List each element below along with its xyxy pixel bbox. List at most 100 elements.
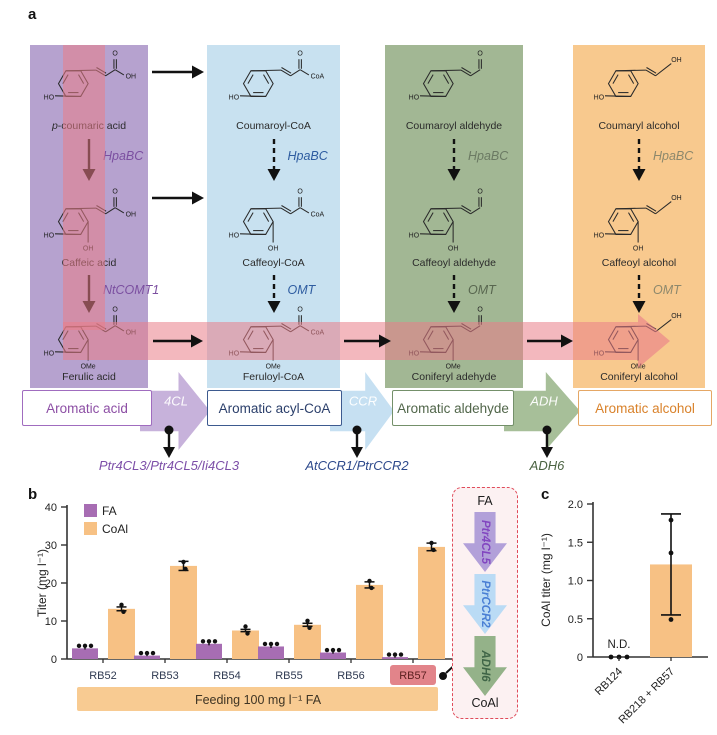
svg-text:OMe: OMe xyxy=(81,363,96,370)
svg-text:HO: HO xyxy=(44,232,55,239)
svg-text:O: O xyxy=(477,189,483,196)
x-category-label: RB53 xyxy=(151,670,179,682)
gene-label-3: ADH6 xyxy=(529,458,565,473)
enzyme-label: HpaBC xyxy=(103,149,144,163)
reaction-arrow-holder xyxy=(444,137,464,186)
step-arrow-label: 4CL xyxy=(164,393,188,409)
structure-holder: O HO OH xyxy=(398,185,510,258)
svg-text:0: 0 xyxy=(51,654,57,666)
chemical-structure: O HO OH xyxy=(409,189,484,253)
titer-bar-chart: 0 10 20 30 40 Titer (mg l⁻¹) FA CoAl RB52 RB53 RB5… xyxy=(35,502,463,711)
x-category-label: RB124 xyxy=(593,666,625,698)
svg-text:OH: OH xyxy=(126,211,136,218)
svg-text:2.0: 2.0 xyxy=(568,499,583,511)
svg-text:HO: HO xyxy=(228,232,239,239)
reaction-arrow-holder xyxy=(629,137,649,186)
reaction-arrow-holder xyxy=(629,273,649,318)
x-category-label: RB56 xyxy=(337,670,365,682)
inset-arrow-ptrccr2: PtrCCR2 xyxy=(463,574,507,634)
inset-arrow-label: ADH6 xyxy=(479,650,491,682)
svg-text:O: O xyxy=(297,307,303,314)
svg-text:CoA: CoA xyxy=(310,211,324,218)
svg-text:OMe: OMe xyxy=(446,363,461,370)
chemical-structure: O CoA HO xyxy=(228,51,324,102)
svg-text:O: O xyxy=(112,307,118,314)
dashed-down-arrow xyxy=(632,139,646,181)
svg-text:OH: OH xyxy=(267,245,277,252)
structure-holder: O CoA HO xyxy=(218,47,330,120)
compound-label: Caffeoyl alcohol xyxy=(601,257,677,269)
legend-label-FA: FA xyxy=(102,504,117,518)
y-axis-title: CoAl titer (mg l⁻¹) xyxy=(539,533,553,627)
class-box-2: Aromatic acyl-CoA xyxy=(207,390,342,426)
inset-substrate-label: FA xyxy=(477,494,493,508)
pathway-highlight-horizontal-band xyxy=(63,322,638,360)
compound-label: Coumaroyl aldehyde xyxy=(405,120,503,132)
svg-text:30: 30 xyxy=(45,540,57,552)
compound-label: Coniferyl alcohol xyxy=(600,371,678,383)
svg-text:OH: OH xyxy=(671,57,681,64)
coal-titer-bar-chart: 0 0.5 1.0 1.5 2.0 CoAl titer (mg l⁻¹) N.D. RB12… xyxy=(539,499,708,727)
panel-c-label: c xyxy=(541,486,550,503)
svg-text:CoA: CoA xyxy=(310,73,324,80)
x-category-label: RB52 xyxy=(89,670,117,682)
reaction-arrow-holder xyxy=(444,273,464,318)
enzyme-label: HpaBC xyxy=(287,149,328,163)
chemical-structure: O CoA HO OH xyxy=(228,189,324,253)
class-box-3: Aromatic aldehyde xyxy=(392,390,514,426)
x-category-label: RB55 xyxy=(275,670,303,682)
svg-text:OH: OH xyxy=(671,313,681,320)
y-axis-title: Titer (mg l⁻¹) xyxy=(35,549,49,617)
compound-label: Coumaroyl-CoA xyxy=(236,120,311,132)
pathway-column-alcohol: OH HO Coumaryl alcohol OH HO OH Caffeoyl alcoh… xyxy=(573,45,705,388)
svg-text:HO: HO xyxy=(409,232,420,239)
svg-text:O: O xyxy=(297,51,303,58)
compound-label: Feruloyl-CoA xyxy=(242,371,305,383)
svg-text:O: O xyxy=(297,189,303,196)
svg-text:OH: OH xyxy=(448,245,458,252)
svg-text:40: 40 xyxy=(45,502,57,514)
dashed-down-arrow xyxy=(267,139,280,181)
svg-text:0: 0 xyxy=(577,652,583,664)
reaction-arrow-holder xyxy=(264,137,284,186)
svg-text:O: O xyxy=(477,51,483,58)
svg-text:OH: OH xyxy=(633,245,643,252)
svg-text:OMe: OMe xyxy=(265,363,280,370)
svg-text:HO: HO xyxy=(594,232,605,239)
svg-text:O: O xyxy=(477,307,483,314)
pathway-highlight-arrowhead xyxy=(638,314,670,368)
step-arrow-label: CCR xyxy=(348,393,378,409)
x-category-label: RB218 + RB57 xyxy=(617,666,678,727)
svg-text:10: 10 xyxy=(45,616,57,628)
svg-text:1.5: 1.5 xyxy=(568,537,583,549)
svg-text:20: 20 xyxy=(45,578,57,590)
inset-arrow-label: Ptr4CL5 xyxy=(479,519,491,565)
legend-label-CoAl: CoAl xyxy=(102,522,128,536)
svg-text:HO: HO xyxy=(44,350,55,357)
svg-text:O: O xyxy=(112,51,118,58)
svg-text:1.0: 1.0 xyxy=(568,576,583,588)
class-box-1: Aromatic acid xyxy=(22,390,152,426)
svg-text:OH: OH xyxy=(671,195,681,202)
enzyme-label: OMT xyxy=(653,283,681,297)
structure-holder: OH HO OH xyxy=(583,185,695,258)
svg-text:OH: OH xyxy=(126,73,136,80)
chemical-structure: OH HO xyxy=(594,57,682,101)
gene-label-1: Ptr4CL3/Ptr4CL5/Ii4CL3 xyxy=(98,458,240,473)
chemical-structure: O HO xyxy=(409,51,484,102)
compound-label: Ferulic acid xyxy=(62,371,116,383)
structure-holder: OH HO xyxy=(583,47,695,120)
pathway-highlight-vertical-band xyxy=(63,45,105,330)
x-category-label: RB54 xyxy=(213,670,241,682)
svg-text:0.5: 0.5 xyxy=(568,614,583,626)
inset-arrow-ptr4cl5: Ptr4CL5 xyxy=(463,512,507,572)
structure-holder: O HO xyxy=(398,47,510,120)
pathway-inset: FA Ptr4CL5 PtrCCR2 ADH6 CoAl xyxy=(452,487,518,719)
svg-text:HO: HO xyxy=(594,94,605,101)
x-category-label: RB57 xyxy=(399,670,427,682)
inset-arrow-label: PtrCCR2 xyxy=(479,580,491,628)
enzyme-label: HpaBC xyxy=(468,149,509,163)
structure-holder: O CoA HO OH xyxy=(218,185,330,258)
panel-a-label: a xyxy=(28,6,37,23)
